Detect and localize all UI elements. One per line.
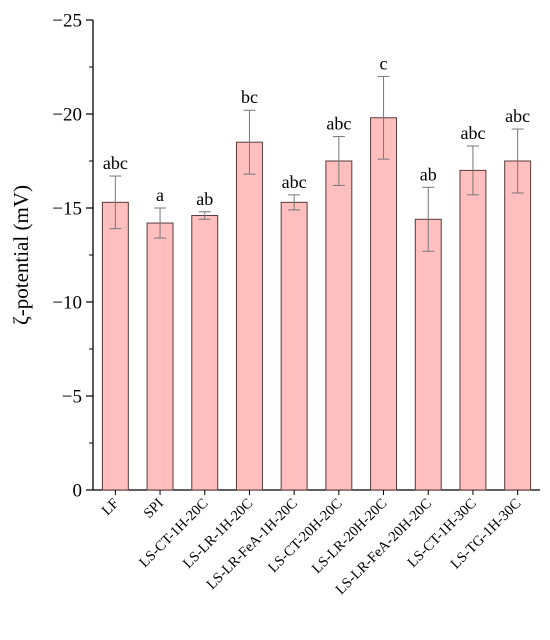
bar: [414, 218, 442, 491]
bar: [370, 117, 398, 491]
category-label: LF: [99, 496, 122, 519]
y-axis-title: ζ-potential (mV): [9, 185, 33, 325]
y-tick-label: 0: [73, 481, 83, 502]
significance-label: abc: [103, 153, 128, 173]
bar: [459, 169, 487, 491]
plot-area: 0−5−10−15−20−25abcLFaSPIabLS-CT-1H-20Cbc…: [52, 11, 540, 598]
significance-label: a: [156, 185, 164, 205]
y-tick-label: −10: [52, 293, 82, 314]
significance-label: abc: [460, 123, 485, 143]
bar: [235, 141, 263, 491]
significance-label: abc: [326, 114, 351, 134]
bar: [280, 201, 308, 491]
significance-label: bc: [241, 87, 258, 107]
significance-label: ab: [196, 189, 213, 209]
y-tick-label: −25: [52, 11, 82, 32]
bar: [146, 222, 174, 491]
bar: [101, 201, 129, 491]
significance-label: abc: [505, 106, 530, 126]
bar: [325, 160, 353, 491]
significance-label: abc: [282, 172, 307, 192]
y-tick-label: −20: [52, 105, 82, 126]
category-label: SPI: [141, 495, 167, 521]
y-tick-label: −15: [52, 199, 82, 220]
bar: [504, 160, 532, 491]
significance-label: ab: [420, 164, 437, 184]
y-tick-label: −5: [62, 387, 82, 408]
significance-label: c: [380, 53, 388, 73]
bar: [191, 215, 219, 491]
